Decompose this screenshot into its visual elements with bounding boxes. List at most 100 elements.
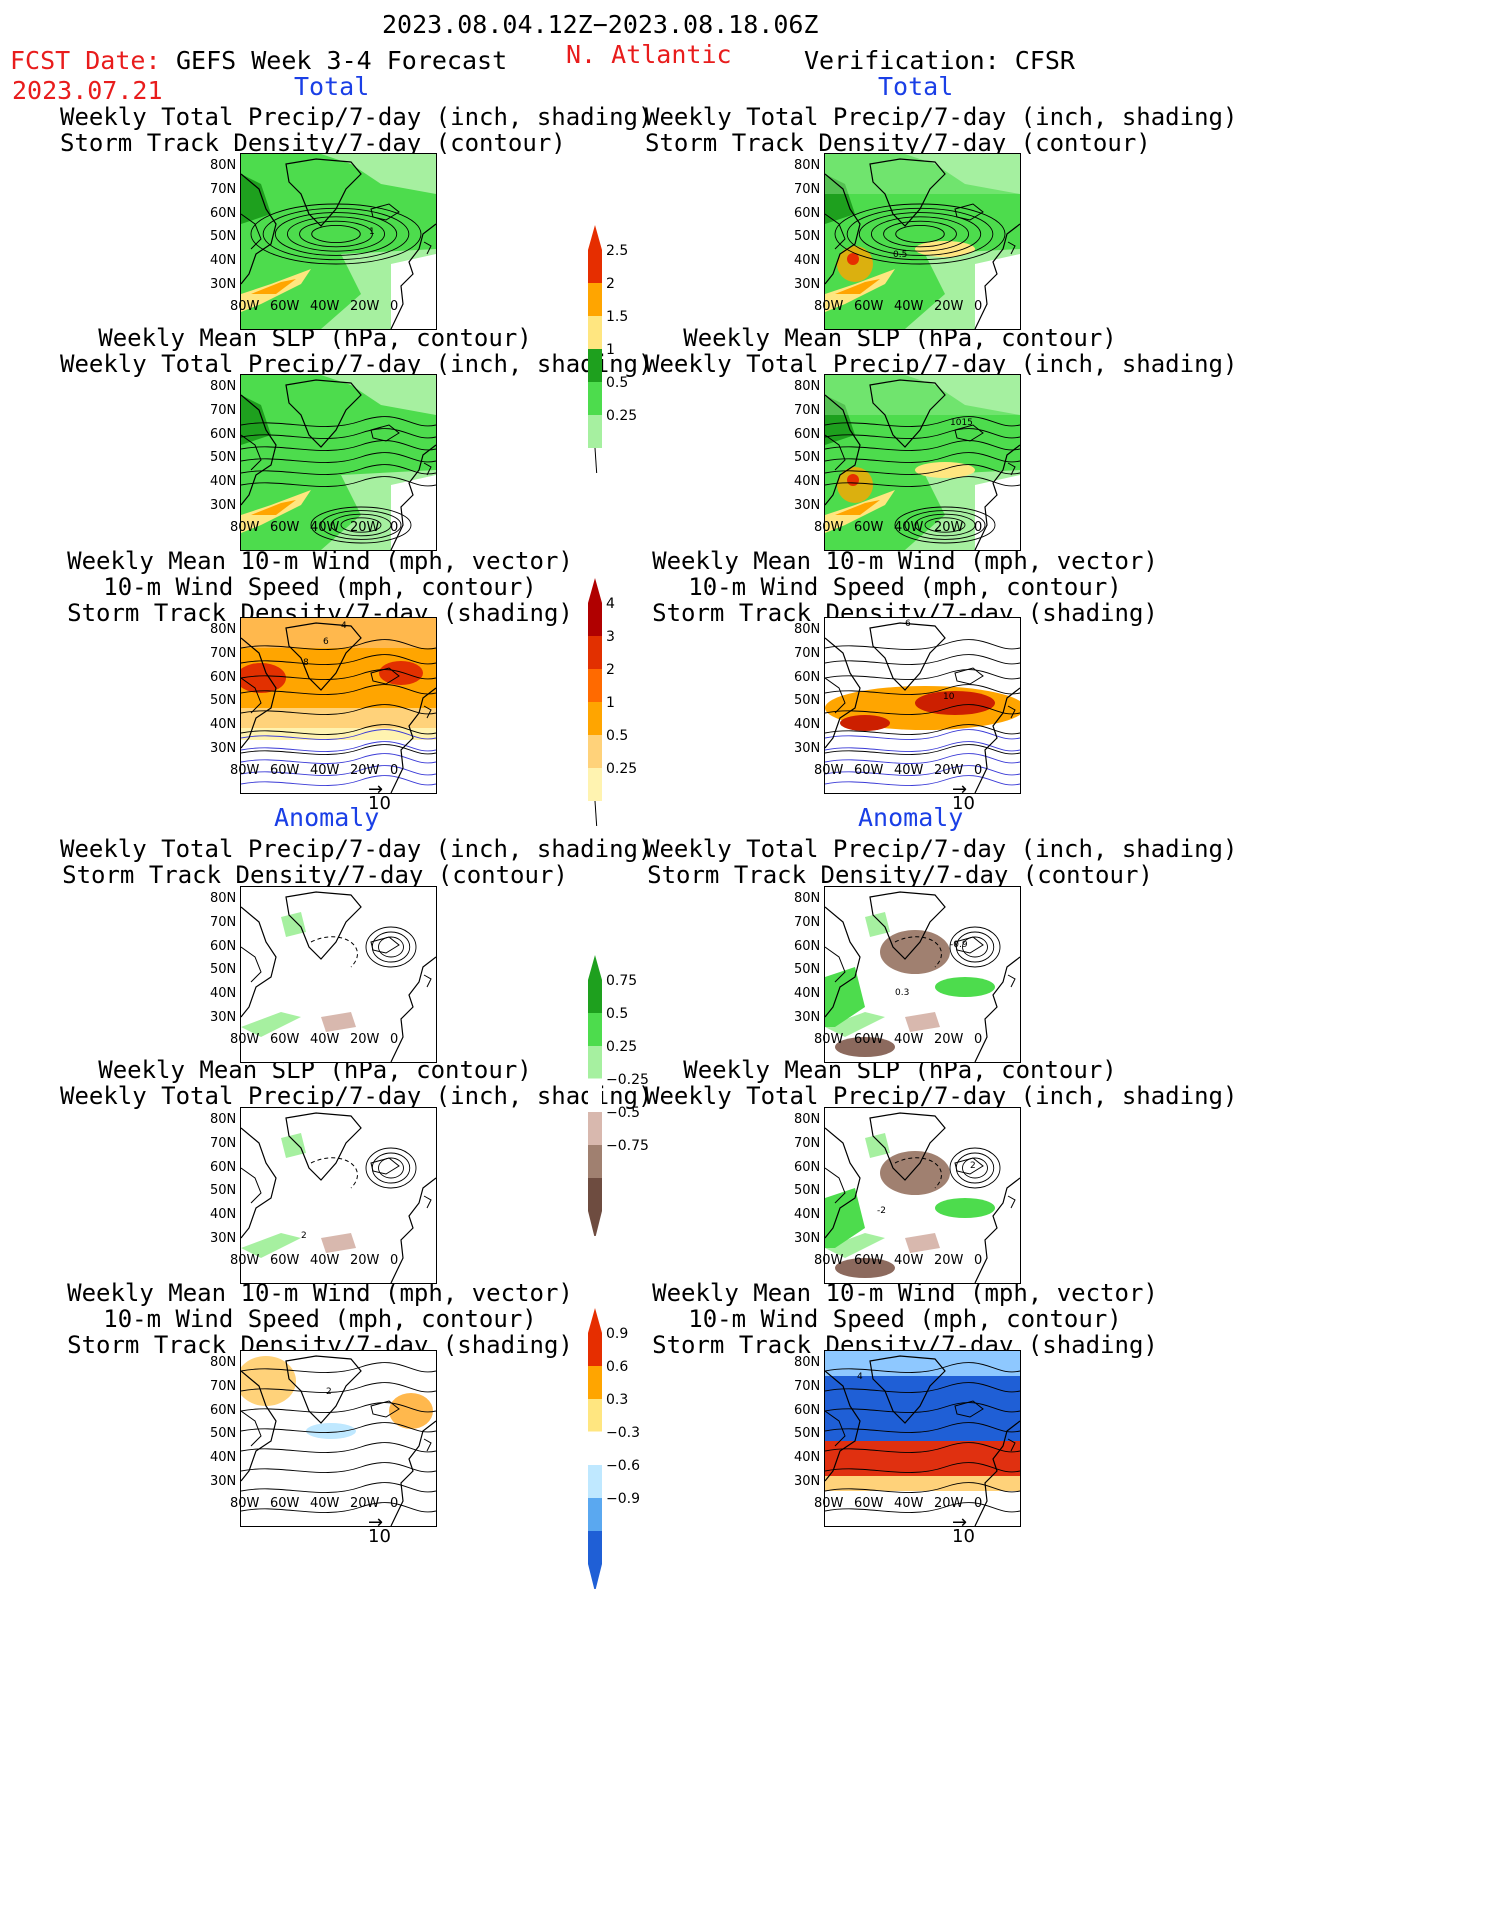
title-ver-anom-precip: Weekly Total Precip/7-day (inch, shading… xyxy=(645,835,1238,889)
colorbar-tick-label: −0.25 xyxy=(606,1072,649,1088)
lat-tick-label: 70N xyxy=(794,1378,821,1394)
contour-label: 2 xyxy=(970,1161,976,1171)
lat-tick-label: 50N xyxy=(210,962,237,978)
colorbar-tick-label: 2 xyxy=(606,276,615,292)
lat-tick-label: 80N xyxy=(794,158,821,173)
vector-arrow-icon: → xyxy=(952,1512,968,1533)
region-title: N. Atlantic xyxy=(566,40,732,69)
forecast-title: GEFS Week 3-4 Forecast xyxy=(176,46,508,75)
lon-tick-label: 20W xyxy=(934,763,964,778)
colorbar-tick-label: 2.5 xyxy=(606,243,629,259)
lat-tick-label: 40N xyxy=(210,1450,237,1466)
lat-tick-label: 80N xyxy=(210,1355,237,1370)
lat-tick-label: 40N xyxy=(210,253,237,269)
contour-label: 2 xyxy=(301,1231,307,1241)
lat-tick-label: 80N xyxy=(210,622,237,637)
lat-tick-label: 40N xyxy=(794,253,821,269)
lat-tick-label: 60N xyxy=(794,426,821,442)
lon-tick-label: 60W xyxy=(270,299,300,314)
lon-tick-label: 20W xyxy=(350,520,380,535)
lon-tick-label: 40W xyxy=(310,520,340,535)
colorbar-tick-label: 0.25 xyxy=(606,1039,638,1055)
lon-tick-label: 0 xyxy=(974,763,983,778)
lat-tick-label: 30N xyxy=(210,1010,237,1025)
lon-tick-label: 80W xyxy=(814,763,844,778)
lon-tick-label: 40W xyxy=(894,1032,924,1047)
lon-tick-label: 20W xyxy=(350,1253,380,1268)
colorbar-tick-label: 0.5 xyxy=(606,728,629,744)
lat-tick-label: 30N xyxy=(794,1231,821,1246)
title-fcst-anom-slp: Weekly Mean SLP (hPa, contour) Weekly To… xyxy=(60,1056,652,1110)
lon-tick-label: 40W xyxy=(894,520,924,535)
lat-tick-label: 40N xyxy=(210,474,237,490)
lon-tick-label: 0 xyxy=(390,520,399,535)
lat-tick-label: 60N xyxy=(210,938,237,954)
colorbar-tick-label: 3 xyxy=(606,629,615,645)
lon-tick-label: 80W xyxy=(814,1496,844,1511)
ver-anom-slp-map: 2 -2 xyxy=(824,1107,1021,1284)
lon-tick-label: 20W xyxy=(350,1032,380,1047)
lon-tick-label: 80W xyxy=(230,763,260,778)
lat-tick-label: 60N xyxy=(210,1159,237,1175)
lon-tick-label: 40W xyxy=(310,1496,340,1511)
vector-reference-value: 10 xyxy=(952,793,975,814)
vector-arrow-icon: → xyxy=(368,779,384,800)
title-fcst-anom-wind: Weekly Mean 10-m Wind (mph, vector) 10-m… xyxy=(67,1279,573,1359)
lon-tick-label: 60W xyxy=(270,1253,300,1268)
lat-tick-label: 70N xyxy=(210,402,237,418)
lat-tick-label: 50N xyxy=(794,1426,821,1442)
lat-tick-label: 80N xyxy=(794,891,821,906)
lon-tick-label: 0 xyxy=(390,763,399,778)
lon-tick-label: 80W xyxy=(814,299,844,314)
lat-tick-label: 70N xyxy=(794,181,821,197)
lon-tick-label: 20W xyxy=(934,1253,964,1268)
lon-tick-label: 60W xyxy=(854,1032,884,1047)
lat-tick-label: 40N xyxy=(794,986,821,1002)
lat-tick-label: 50N xyxy=(794,1183,821,1199)
lat-tick-label: 50N xyxy=(794,962,821,978)
contour-label: 6 xyxy=(905,619,911,629)
lat-tick-label: 60N xyxy=(794,205,821,221)
lon-tick-label: 40W xyxy=(310,1253,340,1268)
lon-tick-label: 60W xyxy=(270,520,300,535)
title-ver-total-precip: Weekly Total Precip/7-day (inch, shading… xyxy=(645,103,1238,157)
lat-tick-label: 30N xyxy=(210,277,237,292)
lon-tick-label: 60W xyxy=(270,1032,300,1047)
lat-tick-label: 30N xyxy=(794,498,821,513)
lat-tick-label: 70N xyxy=(210,1135,237,1151)
contour-label: 1 xyxy=(369,227,375,237)
ver-anom-wind-map: 4 xyxy=(824,1350,1021,1527)
lon-tick-label: 60W xyxy=(270,763,300,778)
lon-tick-label: 60W xyxy=(854,299,884,314)
lon-tick-label: 80W xyxy=(814,1032,844,1047)
lon-tick-label: 40W xyxy=(894,1496,924,1511)
title-fcst-total-slp: Weekly Mean SLP (hPa, contour) Weekly To… xyxy=(60,324,652,378)
lat-tick-label: 60N xyxy=(210,669,237,685)
colorbar-tick-label: −0.5 xyxy=(606,1105,640,1121)
lat-tick-label: 60N xyxy=(794,938,821,954)
lat-tick-label: 50N xyxy=(210,229,237,245)
colorbar-tick-label: 0.75 xyxy=(606,973,638,989)
colorbar-tick-label: 0.9 xyxy=(606,1326,629,1342)
lon-tick-label: 40W xyxy=(894,763,924,778)
colorbar-tick-label: 1.5 xyxy=(606,309,629,325)
lat-tick-label: 40N xyxy=(210,717,237,733)
lat-tick-label: 50N xyxy=(210,693,237,709)
contour-label: 1015 xyxy=(950,418,973,428)
colorbar-tick-label: 0.6 xyxy=(606,1359,629,1375)
contour-label: -0.9 xyxy=(950,940,968,950)
lat-tick-label: 80N xyxy=(794,622,821,637)
lat-tick-label: 60N xyxy=(210,205,237,221)
title-fcst-total-wind: Weekly Mean 10-m Wind (mph, vector) 10-m… xyxy=(67,547,573,627)
lat-tick-label: 40N xyxy=(794,474,821,490)
colorbar-tick-label: −0.75 xyxy=(606,1138,649,1154)
lon-tick-label: 20W xyxy=(350,763,380,778)
ver-anom-precip-map: -0.9 0.3 xyxy=(824,886,1021,1063)
lat-tick-label: 30N xyxy=(210,1231,237,1246)
lat-tick-label: 80N xyxy=(794,1355,821,1370)
lon-tick-label: 0 xyxy=(390,299,399,314)
lon-tick-label: 0 xyxy=(974,1496,983,1511)
contour-label: 2 xyxy=(326,1387,332,1397)
lon-tick-label: 0 xyxy=(390,1496,399,1511)
lat-tick-label: 30N xyxy=(794,1474,821,1489)
